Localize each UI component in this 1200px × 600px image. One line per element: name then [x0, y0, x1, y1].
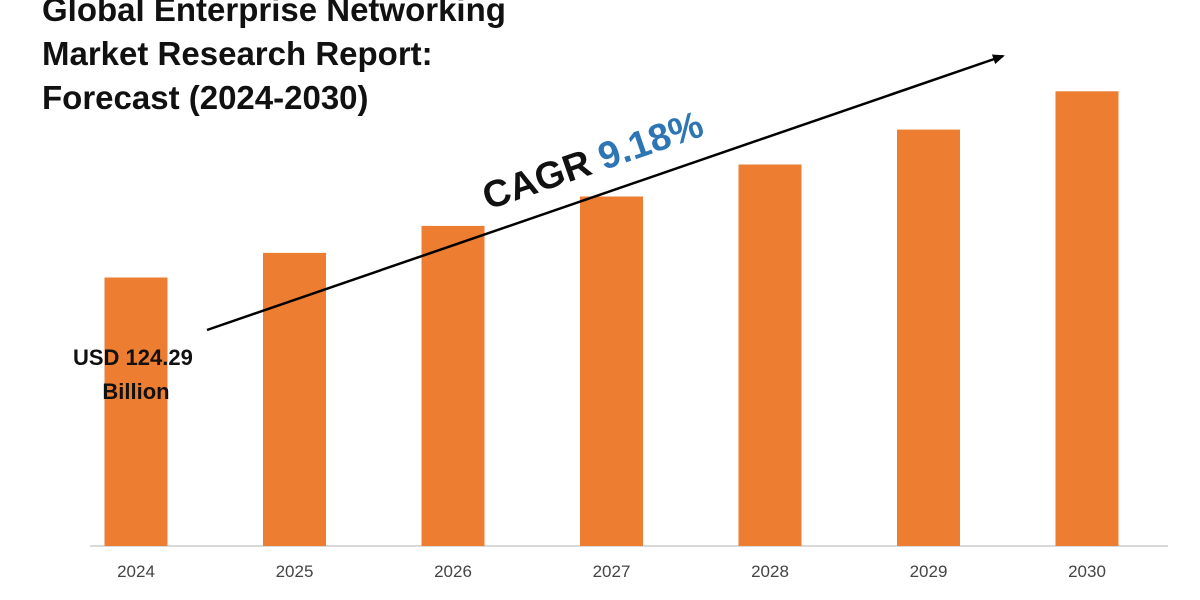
start-value-line-1: USD 124.29 — [73, 345, 193, 370]
bar-2027 — [580, 196, 643, 546]
x-tick-label-2026: 2026 — [434, 562, 472, 581]
bar-2029 — [897, 129, 960, 546]
bar-2028 — [738, 164, 802, 546]
x-tick-label-2029: 2029 — [910, 562, 948, 581]
start-value-line-2: Billion — [102, 379, 169, 404]
bar-2026 — [421, 225, 485, 546]
x-axis-tick-labels: 2024 2025 2026 2027 2028 2029 2030 — [117, 562, 1106, 581]
chart-title: Global Enterprise Networking Market Rese… — [42, 0, 602, 120]
bar-2030 — [1055, 91, 1119, 547]
chart-title-line-3: Forecast (2024-2030) — [42, 79, 369, 116]
x-tick-label-2027: 2027 — [593, 562, 631, 581]
bar-2025 — [263, 252, 326, 546]
chart-title-line-2: Market Research Report: — [42, 35, 433, 72]
bar-series — [104, 91, 1119, 547]
x-tick-label-2025: 2025 — [276, 562, 314, 581]
chart-title-line-1: Global Enterprise Networking — [42, 0, 506, 28]
bar-2024 — [104, 277, 168, 546]
cagr-value: 9.18% — [593, 104, 709, 179]
start-value-annotation: USD 124.29 Billion — [73, 345, 199, 404]
x-tick-label-2030: 2030 — [1068, 562, 1106, 581]
x-tick-label-2024: 2024 — [117, 562, 155, 581]
x-tick-label-2028: 2028 — [751, 562, 789, 581]
growth-arrow — [206, 54, 1005, 332]
